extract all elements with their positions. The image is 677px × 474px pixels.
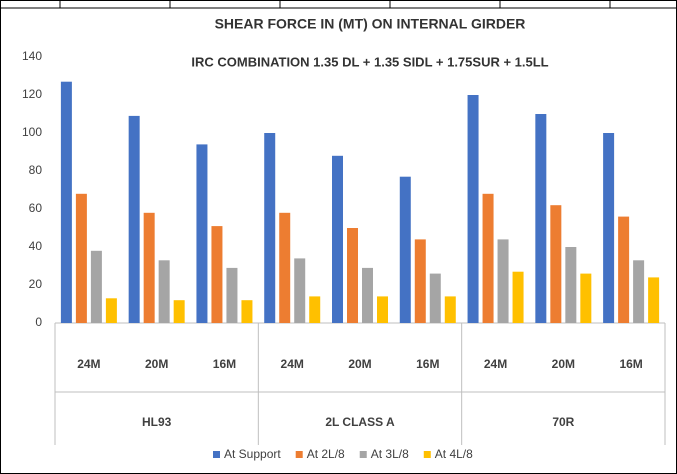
bar [347,228,358,323]
x-tick-label: 24M [281,357,304,371]
bar [535,114,547,323]
chart-subtitle: IRC COMBINATION 1.35 DL + 1.35 SIDL + 1.… [191,54,548,69]
x-tick-label: 20M [348,357,371,371]
bar [309,296,321,323]
bar [467,95,479,323]
y-tick-label: 60 [29,201,43,215]
bar [497,239,509,323]
legend-swatch [423,451,431,458]
bar [633,260,645,323]
x-tick-label: 16M [416,357,439,371]
bar [565,247,577,323]
legend-label: At 2L/8 [307,447,345,461]
legend-swatch [359,451,367,458]
bar [414,239,426,323]
bar [196,144,208,323]
bar [279,212,291,323]
bar [75,193,87,323]
bar [512,271,524,323]
bar [294,258,306,323]
bar [211,226,223,323]
bar [332,155,343,323]
y-tick-label: 20 [29,277,43,291]
bar [362,267,373,323]
legend-swatch [295,451,303,458]
legend-label: At 4L/8 [435,447,473,461]
y-tick-label: 40 [29,239,43,253]
bar [264,133,276,323]
x-tick-label: 20M [552,357,575,371]
bar [90,250,102,323]
bar [241,300,253,323]
bar [105,298,117,323]
group-label: HL93 [142,415,172,429]
bar [550,205,562,323]
y-tick-label: 100 [22,125,42,139]
bar [377,296,388,323]
chart-title: SHEAR FORCE IN (MT) ON INTERNAL GIRDER [215,16,526,32]
bar [618,216,630,323]
bar [60,81,72,323]
y-tick-label: 120 [22,87,42,101]
legend-label: At Support [224,447,281,461]
bar [429,273,441,323]
bar [158,260,170,323]
bar [226,267,238,323]
bar [444,296,456,323]
bar [143,212,155,323]
bar [648,277,660,323]
legend-swatch [213,451,220,458]
bar [603,133,615,323]
bar [399,176,411,323]
bar [482,193,494,323]
x-tick-label: 24M [77,357,100,371]
group-label: 70R [552,415,574,429]
y-tick-label: 140 [22,49,42,63]
x-tick-label: 16M [213,357,236,371]
legend-label: At 3L/8 [371,447,409,461]
y-tick-label: 80 [29,163,43,177]
bar [580,273,592,323]
group-label: 2L CLASS A [325,415,395,429]
y-tick-label: 0 [35,315,42,329]
bar [173,300,185,323]
x-tick-label: 24M [484,357,507,371]
x-tick-label: 20M [145,357,168,371]
bar [128,115,140,324]
x-tick-label: 16M [619,357,642,371]
